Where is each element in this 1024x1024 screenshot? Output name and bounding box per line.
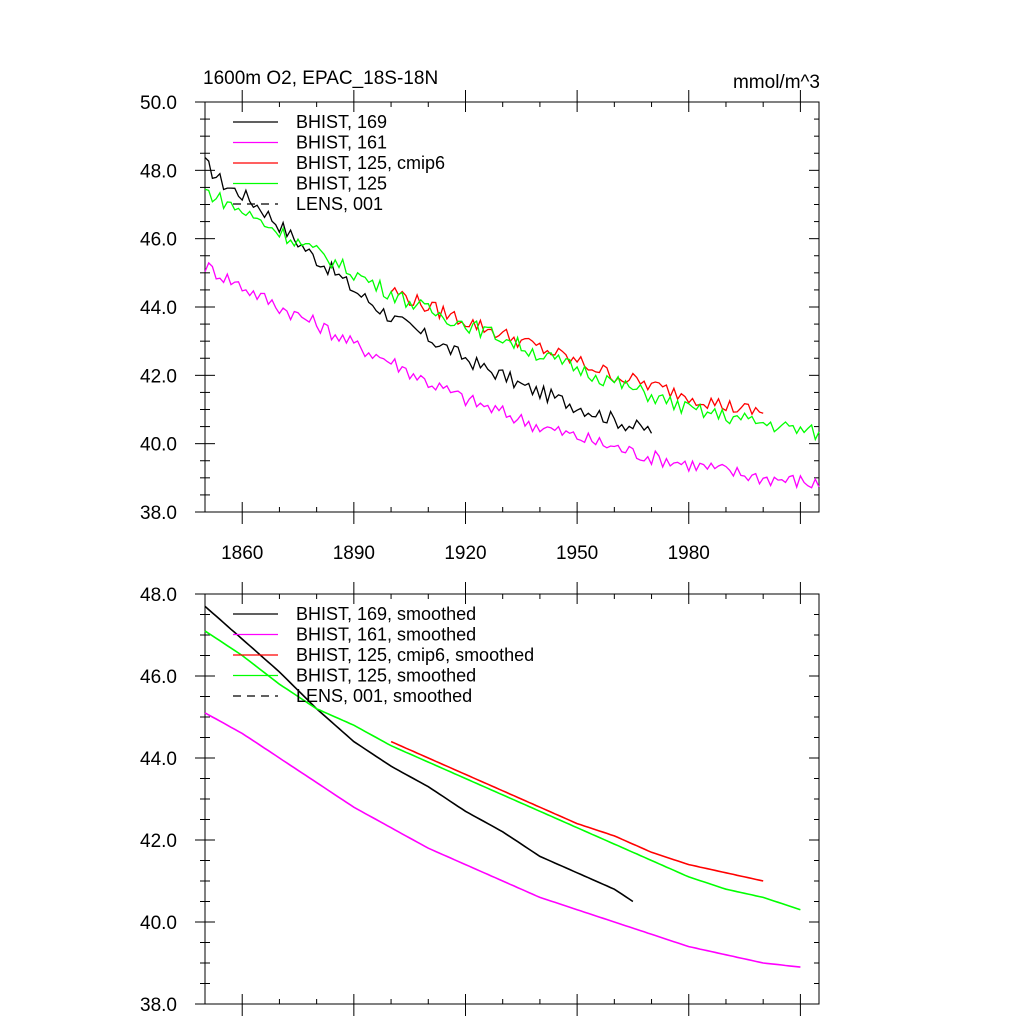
chart-title: 1600m O2, EPAC_18S-18N (203, 68, 438, 89)
y-tick-label: 44.0 (140, 298, 177, 319)
y-tick-label: 38.0 (140, 503, 177, 524)
y-tick-label: 40.0 (140, 435, 177, 456)
x-tick-label: 1890 (333, 543, 375, 564)
y-tick-label: 44.0 (140, 749, 177, 770)
series-lines (204, 157, 820, 490)
y-tick-label: 42.0 (140, 366, 177, 387)
y-tick-label: 42.0 (140, 831, 177, 852)
series-line (204, 605, 634, 903)
y-tick-label: 38.0 (140, 995, 177, 1016)
legend-label: BHIST, 169, smoothed (296, 604, 476, 624)
y-tick-labels: 38.0 40.0 42.0 44.0 46.0 48.0 50.0 (140, 93, 177, 524)
top-panel: 1600m O2, EPAC_18S-18N mmol/m^3 38.0 40.0… (140, 68, 820, 564)
y-tick-label: 48.0 (140, 161, 177, 182)
legend-label: BHIST, 125, smoothed (296, 666, 476, 686)
series-line (204, 157, 653, 434)
legend-label: BHIST, 161 (296, 133, 387, 153)
legend-label: BHIST, 169 (296, 112, 387, 132)
y-tick-label: 50.0 (140, 93, 177, 114)
x-tick-label: 1860 (221, 543, 263, 564)
y-tick-label: 48.0 (140, 585, 177, 606)
series-lines (204, 605, 801, 968)
series-line (204, 261, 820, 490)
series-line (390, 286, 764, 416)
y-tick-label: 46.0 (140, 230, 177, 251)
x-tick-label: 1950 (556, 543, 598, 564)
series-line (390, 740, 764, 882)
series-line (204, 188, 820, 442)
legend-label: BHIST, 125 (296, 174, 387, 194)
x-tick-labels: 1860 1890 1920 1950 1980 (221, 543, 710, 564)
legend-label: LENS, 001 (296, 194, 383, 214)
bottom-panel: 38.0 40.0 42.0 44.0 46.0 48.0 BHIST, 169, smo… (140, 582, 820, 1016)
x-tick-label: 1920 (444, 543, 486, 564)
legend-label: LENS, 001, smoothed (296, 686, 472, 706)
axis-ticks (195, 582, 819, 1016)
x-tick-label: 1980 (668, 543, 710, 564)
y-tick-label: 46.0 (140, 667, 177, 688)
series-line (204, 630, 801, 911)
y-tick-labels: 38.0 40.0 42.0 44.0 46.0 48.0 (140, 585, 177, 1016)
units-label: mmol/m^3 (733, 72, 820, 93)
series-line (204, 712, 801, 968)
axis-ticks (195, 90, 819, 524)
legend-label: BHIST, 161, smoothed (296, 625, 476, 645)
legend-label: BHIST, 125, cmip6, smoothed (296, 645, 534, 665)
legend-label: BHIST, 125, cmip6 (296, 153, 445, 173)
y-tick-label: 40.0 (140, 913, 177, 934)
